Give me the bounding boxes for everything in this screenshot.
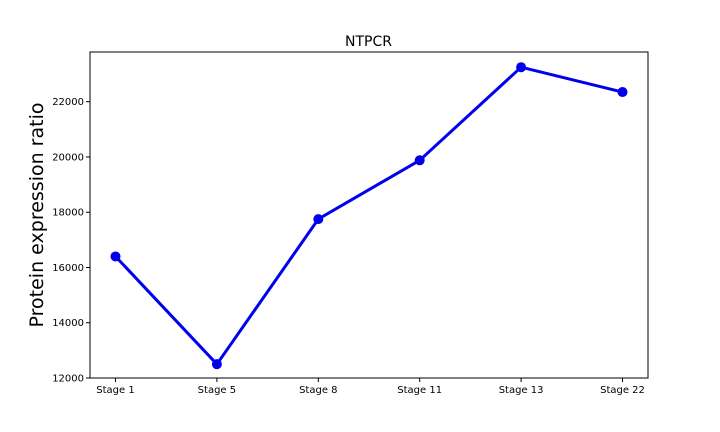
y-axis-label: Protein expression ratio [26,103,48,328]
chart-title: NTPCR [345,34,392,50]
x-tick-label: Stage 13 [499,385,544,396]
y-tick-label: 16000 [52,263,84,274]
data-point [211,359,222,370]
ticks-layer: Stage 1 Stage 5 Stage 8 Stage 11 Stage 13 Sta… [52,97,645,396]
y-tick-label: 20000 [52,152,84,163]
y-tick-label: 12000 [52,374,84,385]
x-tick-label: Stage 11 [397,385,442,396]
series-layer [110,62,628,370]
x-tick-label: Stage 22 [600,385,645,396]
data-point [110,251,121,262]
data-point [516,62,527,73]
data-point [414,155,425,166]
series-line [114,65,624,366]
data-point [313,214,324,225]
data-point [617,87,628,98]
x-tick-label: Stage 1 [96,385,134,396]
plot-frame [89,51,649,379]
x-tick-label: Stage 8 [299,385,337,396]
y-tick-label: 22000 [52,97,84,108]
x-tick-label: Stage 5 [198,385,236,396]
y-tick-label: 14000 [52,318,84,329]
y-tick-label: 18000 [52,208,84,219]
